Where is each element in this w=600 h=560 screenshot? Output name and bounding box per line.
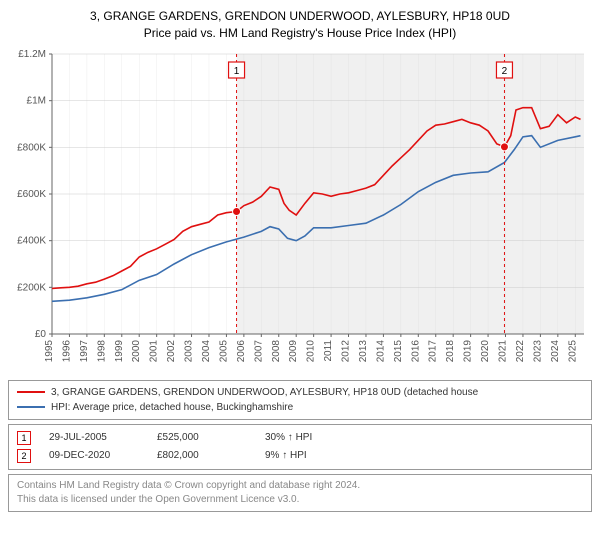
footer-2: This data is licensed under the Open Gov…: [17, 493, 583, 507]
svg-text:2013: 2013: [358, 339, 369, 362]
sale-date: 09-DEC-2020: [49, 450, 139, 461]
svg-text:2022: 2022: [515, 339, 526, 362]
line-chart: £0 £200K £400K £600K £800K £1M £1.2M 1995 1996 19…: [8, 46, 592, 376]
sale-price: £525,000: [157, 432, 247, 443]
svg-text:£200K: £200K: [17, 282, 46, 293]
sales-table: 1 29-JUL-2005 £525,000 30% ↑ HPI 2 09-DEC-202…: [8, 424, 592, 470]
sale-marker: 2: [17, 449, 31, 463]
title-1: 3, GRANGE GARDENS, GRENDON UNDERWOOD, AY…: [8, 8, 592, 25]
chart-title: 3, GRANGE GARDENS, GRENDON UNDERWOOD, AY…: [8, 8, 592, 42]
legend-label: 3, GRANGE GARDENS, GRENDON UNDERWOOD, AY…: [51, 387, 478, 398]
legend: 3, GRANGE GARDENS, GRENDON UNDERWOOD, AY…: [8, 380, 592, 420]
svg-text:2012: 2012: [341, 339, 352, 362]
svg-text:£800K: £800K: [17, 142, 46, 153]
svg-text:£0: £0: [35, 329, 47, 340]
svg-text:1995: 1995: [44, 339, 55, 362]
legend-swatch: [17, 406, 45, 408]
svg-text:2016: 2016: [410, 339, 421, 362]
legend-label: HPI: Average price, detached house, Buck…: [51, 402, 293, 413]
svg-text:2002: 2002: [166, 339, 177, 362]
sale-price: £802,000: [157, 450, 247, 461]
svg-text:2: 2: [502, 66, 508, 77]
svg-text:2000: 2000: [131, 339, 142, 362]
svg-text:2004: 2004: [201, 339, 212, 362]
svg-text:1996: 1996: [61, 339, 72, 362]
sale-row: 1 29-JUL-2005 £525,000 30% ↑ HPI: [17, 429, 583, 447]
title-2: Price paid vs. HM Land Registry's House …: [8, 25, 592, 42]
svg-text:2018: 2018: [445, 339, 456, 362]
svg-text:2017: 2017: [428, 339, 439, 362]
svg-text:2008: 2008: [271, 339, 282, 362]
svg-text:£600K: £600K: [17, 189, 46, 200]
svg-text:£1.2M: £1.2M: [18, 49, 46, 60]
svg-text:2019: 2019: [463, 339, 474, 362]
svg-text:2021: 2021: [498, 339, 509, 362]
legend-swatch: [17, 391, 45, 393]
attribution: Contains HM Land Registry data © Crown c…: [8, 474, 592, 512]
svg-text:2005: 2005: [218, 339, 229, 362]
footer-1: Contains HM Land Registry data © Crown c…: [17, 479, 583, 493]
svg-text:2011: 2011: [323, 339, 334, 361]
sale-delta: 9% ↑ HPI: [265, 450, 355, 461]
svg-text:2009: 2009: [288, 339, 299, 362]
chart-svg: £0 £200K £400K £600K £800K £1M £1.2M 1995 1996 19…: [8, 46, 592, 376]
svg-text:£1M: £1M: [27, 95, 46, 106]
svg-text:£400K: £400K: [17, 235, 46, 246]
svg-text:1999: 1999: [114, 339, 125, 362]
legend-row: 3, GRANGE GARDENS, GRENDON UNDERWOOD, AY…: [17, 385, 583, 400]
sale-delta: 30% ↑ HPI: [265, 432, 355, 443]
svg-text:2024: 2024: [550, 339, 561, 362]
sale-date: 29-JUL-2005: [49, 432, 139, 443]
svg-text:2025: 2025: [567, 339, 578, 362]
sale-marker: 1: [17, 431, 31, 445]
svg-text:1: 1: [234, 66, 240, 77]
svg-text:2015: 2015: [393, 339, 404, 362]
legend-row: HPI: Average price, detached house, Buck…: [17, 400, 583, 415]
svg-text:2010: 2010: [306, 339, 317, 362]
svg-text:2006: 2006: [236, 339, 247, 362]
svg-text:2020: 2020: [480, 339, 491, 362]
svg-text:2023: 2023: [532, 339, 543, 362]
svg-text:2007: 2007: [253, 339, 264, 362]
svg-text:2014: 2014: [375, 339, 386, 362]
svg-text:1997: 1997: [79, 339, 90, 362]
svg-text:1998: 1998: [96, 339, 107, 362]
svg-text:2001: 2001: [149, 339, 160, 362]
sale-row: 2 09-DEC-2020 £802,000 9% ↑ HPI: [17, 447, 583, 465]
svg-text:2003: 2003: [184, 339, 195, 362]
